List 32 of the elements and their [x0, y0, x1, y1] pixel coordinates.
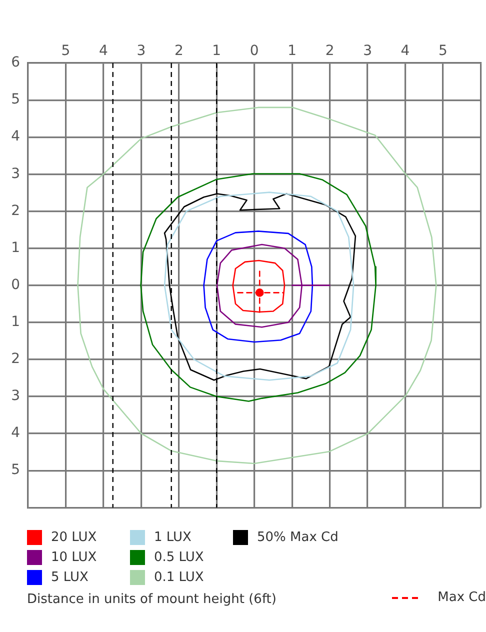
legend-label: 1 LUX — [154, 530, 192, 545]
y-tick-label: 5 — [11, 462, 20, 478]
y-tick-label: 4 — [11, 128, 20, 145]
legend-label: 10 LUX — [51, 550, 97, 565]
x-tick-label: 4 — [98, 43, 108, 60]
y-tick-label: 2 — [11, 202, 20, 219]
x-tick-label: 3 — [136, 43, 146, 60]
y-tick-label: 1 — [11, 240, 20, 256]
y-tick-label: 3 — [11, 166, 20, 182]
y-tick-label: 4 — [11, 425, 20, 442]
x-tick-label: 5 — [61, 43, 70, 60]
x-tick-label: 3 — [363, 43, 372, 60]
x-tick-label: 2 — [174, 43, 184, 60]
x-tick-label: 1 — [212, 43, 222, 60]
y-tick-label: 1 — [11, 314, 20, 330]
y-tick-label: 0 — [11, 276, 20, 293]
legend-label: 0.1 LUX — [154, 570, 204, 585]
x-tick-label: 1 — [288, 43, 297, 60]
y-tick-label: 3 — [11, 388, 20, 404]
legend-label: 50% Max Cd — [257, 530, 338, 545]
legend-label: 5 LUX — [51, 570, 88, 585]
x-tick-label: 4 — [400, 43, 410, 60]
x-tick-label: 0 — [250, 43, 259, 60]
legend-label: Max Cd — [438, 590, 486, 605]
y-tick-label: 5 — [11, 92, 20, 108]
text: Distance in units of mount height (6ft) — [27, 592, 276, 607]
x-tick-label: 2 — [325, 43, 334, 60]
x-tick-label: 5 — [438, 43, 448, 60]
y-tick-label: 2 — [11, 351, 20, 368]
legend-label: 0.5 LUX — [154, 550, 204, 565]
legend-label: 20 LUX — [51, 530, 97, 545]
y-tick-label: 6 — [11, 54, 20, 71]
